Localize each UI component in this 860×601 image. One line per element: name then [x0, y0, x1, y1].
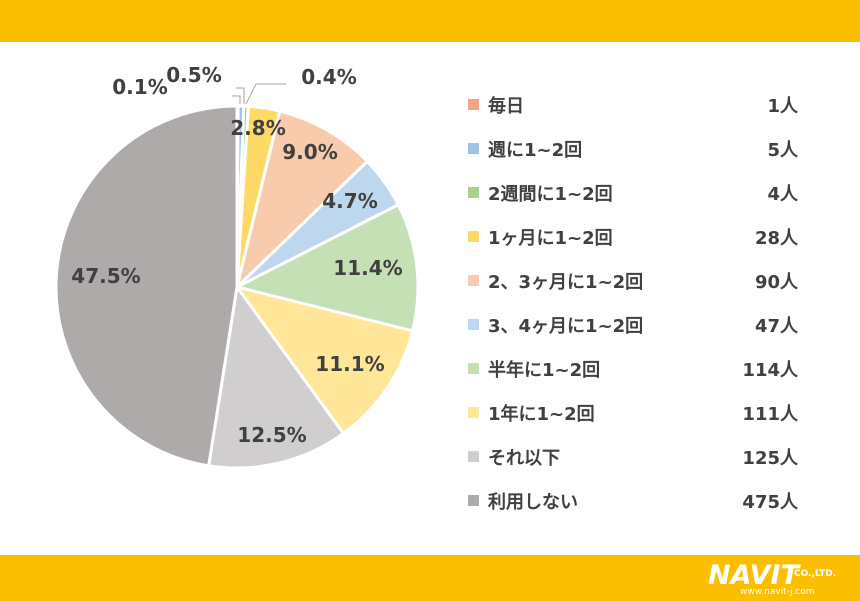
legend-label: 3、4ヶ月に1~2回	[488, 316, 644, 337]
legend-swatch	[468, 363, 479, 374]
pie-chart: 0.1%0.5% 0.4% 2.8%9.0% 4.7% 11.4% 11.1% 12.5% 4…	[54, 63, 420, 470]
bottom-band	[0, 555, 860, 601]
top-band	[0, 0, 860, 42]
navit-logo: NAVIT CO.,LTD. www.navit-j.com	[708, 560, 854, 598]
legend-item: 週に1~2回 5人	[468, 128, 828, 172]
slice-value-label: 11.4%	[333, 256, 402, 280]
legend-label: 週に1~2回	[488, 140, 583, 161]
legend-item: 3、4ヶ月に1~2回 47人	[468, 304, 828, 348]
legend-item: 1ヶ月に1~2回 28人	[468, 216, 828, 260]
slice-value-label: 4.7%	[322, 189, 377, 213]
pie-slice	[233, 284, 415, 436]
legend-swatch	[468, 407, 479, 418]
logo-company-suffix: CO.,LTD.	[794, 569, 837, 579]
legend-count: 114人	[742, 360, 798, 381]
legend-item: 2、3ヶ月に1~2回 90人	[468, 260, 828, 304]
legend: 毎日 1人週に1~2回 5人 2週間に1~2回 4人 1ヶ月に1~2回 28人 2、3ヶ月に1…	[468, 84, 828, 524]
legend-label: 1ヶ月に1~2回	[488, 228, 613, 249]
legend-label: 2、3ヶ月に1~2回	[488, 272, 644, 293]
pie-slice	[54, 104, 239, 468]
legend-count: 47人	[754, 316, 798, 337]
pie-slice	[206, 283, 346, 470]
logo-url: www.navit-j.com	[740, 587, 815, 597]
legend-count: 475人	[742, 492, 798, 513]
legend-label: 1年に1~2回	[488, 404, 595, 425]
legend-count: 90人	[754, 272, 798, 293]
legend-count: 1人	[767, 96, 798, 117]
pie-slice	[232, 202, 420, 333]
slice-value-label: 0.1%	[112, 75, 167, 99]
slice-value-label: 47.5%	[71, 264, 140, 288]
slice-value-label: 2.8%	[230, 116, 285, 140]
slice-value-label: 0.5%	[166, 63, 221, 87]
legend-item: それ以下 125人	[468, 436, 828, 480]
legend-item: 毎日 1人	[468, 84, 828, 128]
legend-count: 5人	[767, 140, 798, 161]
legend-label: 利用しない	[488, 492, 578, 513]
legend-label: 2週間に1~2回	[488, 184, 613, 205]
legend-label: 毎日	[488, 96, 524, 117]
legend-label: それ以下	[488, 448, 560, 469]
legend-swatch	[468, 495, 479, 506]
legend-swatch	[468, 143, 479, 154]
legend-count: 4人	[767, 184, 798, 205]
legend-swatch	[468, 99, 479, 110]
legend-count: 28人	[754, 228, 798, 249]
legend-label: 半年に1~2回	[488, 360, 601, 381]
legend-item: 2週間に1~2回 4人	[468, 172, 828, 216]
legend-swatch	[468, 275, 479, 286]
legend-swatch	[468, 231, 479, 242]
legend-swatch	[468, 451, 479, 462]
legend-swatch	[468, 319, 479, 330]
logo-text: NAVIT	[708, 560, 800, 591]
legend-count: 125人	[742, 448, 798, 469]
slice-value-label: 12.5%	[237, 423, 306, 447]
legend-count: 111人	[742, 404, 798, 425]
pie-slice	[234, 109, 370, 292]
leader-line	[245, 83, 286, 105]
legend-item: 1年に1~2回 111人	[468, 392, 828, 436]
legend-item: 半年に1~2回 114人	[468, 348, 828, 392]
leader-line	[236, 87, 245, 104]
legend-item: 利用しない 475人	[468, 480, 828, 524]
legend-swatch	[468, 187, 479, 198]
leader-line	[232, 95, 241, 104]
slice-value-label: 0.4%	[301, 65, 356, 89]
slice-value-label: 11.1%	[315, 352, 384, 376]
slice-value-label: 9.0%	[282, 140, 337, 164]
